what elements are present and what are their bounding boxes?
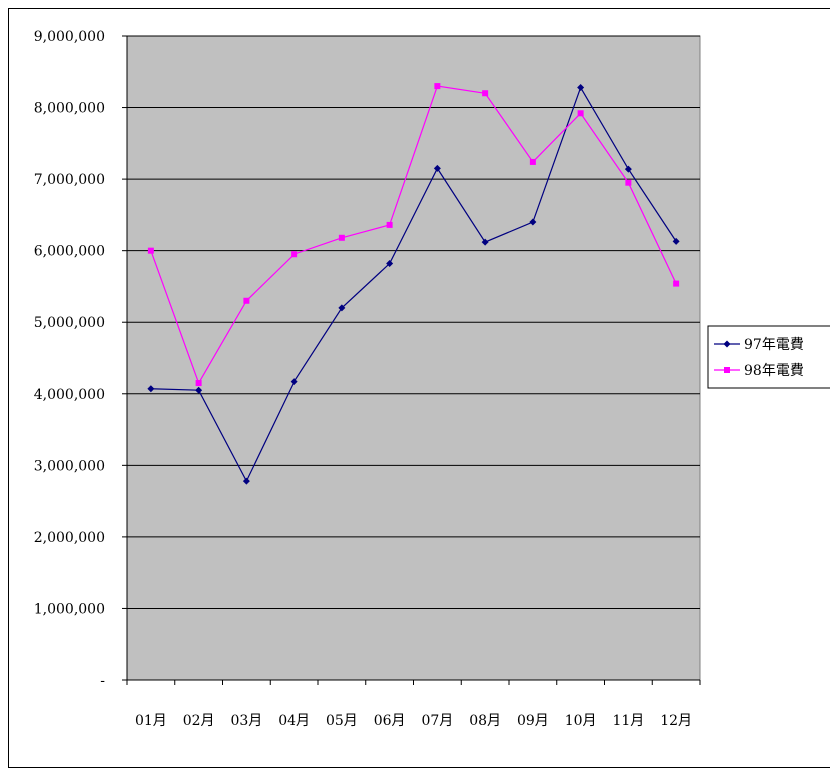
data-point <box>386 260 394 268</box>
legend: 97年電費 98年電費 <box>707 325 830 389</box>
x-tick-label: 04月 <box>278 713 310 729</box>
y-tick-label: 2,000,000 <box>34 530 105 546</box>
data-point <box>433 164 441 172</box>
x-tick-label: 02月 <box>183 713 215 729</box>
legend-label: 97年電費 <box>744 337 804 353</box>
series-line-2 <box>150 85 677 385</box>
legend-label: 98年電費 <box>744 363 804 379</box>
y-tick-label: 9,000,000 <box>34 29 105 45</box>
data-point <box>290 378 298 386</box>
data-point <box>673 280 680 287</box>
data-point <box>577 84 585 92</box>
x-tick-label: 08月 <box>469 713 501 729</box>
data-point <box>529 158 536 165</box>
y-axis-ticks: - 1,000,000 2,000,000 3,000,000 4,000,000 5,0… <box>34 29 127 689</box>
data-point <box>242 477 250 485</box>
x-tick-label: 07月 <box>421 713 453 729</box>
x-tick-label: 09月 <box>517 713 549 729</box>
x-tick-label: 01月 <box>135 713 167 729</box>
legend-box <box>707 325 830 389</box>
y-tick-label: 7,000,000 <box>34 172 105 188</box>
data-point <box>291 251 298 258</box>
line-chart: - 1,000,000 2,000,000 3,000,000 4,000,000 5,0… <box>34 29 830 729</box>
data-point <box>338 234 345 241</box>
data-point <box>243 297 250 304</box>
x-tick-label: 06月 <box>374 713 406 729</box>
data-point <box>147 247 154 254</box>
legend-swatch-marker <box>724 367 730 373</box>
y-tick-label: 5,000,000 <box>34 315 105 331</box>
data-point <box>147 385 155 393</box>
x-tick-label: 03月 <box>230 713 262 729</box>
y-tick-label: 3,000,000 <box>34 458 105 474</box>
data-point <box>529 218 537 226</box>
x-axis-ticks: 01月 02月 03月 04月 05月 06月 07月 08月 09月 10月 11月 12月 <box>126 680 701 729</box>
x-tick-label: 05月 <box>326 713 358 729</box>
gridlines <box>127 35 700 609</box>
y-tick-label: - <box>100 673 105 689</box>
data-point <box>481 238 489 246</box>
y-tick-label: 8,000,000 <box>34 101 105 117</box>
y-tick-label: 6,000,000 <box>34 244 105 260</box>
data-point <box>386 221 393 228</box>
data-point <box>624 165 632 173</box>
x-tick-label: 10月 <box>565 713 597 729</box>
data-point <box>625 179 632 186</box>
x-tick-label: 11月 <box>612 713 644 729</box>
series-layer <box>147 83 680 485</box>
data-point <box>482 90 489 97</box>
data-point <box>338 304 346 312</box>
data-point <box>195 380 202 387</box>
x-tick-label: 12月 <box>660 713 692 729</box>
data-point <box>577 110 584 117</box>
data-point <box>672 237 680 245</box>
data-point <box>434 83 441 90</box>
legend-swatch-marker <box>723 340 731 348</box>
y-tick-label: 4,000,000 <box>34 387 105 403</box>
series-line-1 <box>150 86 677 483</box>
y-tick-label: 1,000,000 <box>34 601 105 617</box>
data-point <box>195 386 203 394</box>
